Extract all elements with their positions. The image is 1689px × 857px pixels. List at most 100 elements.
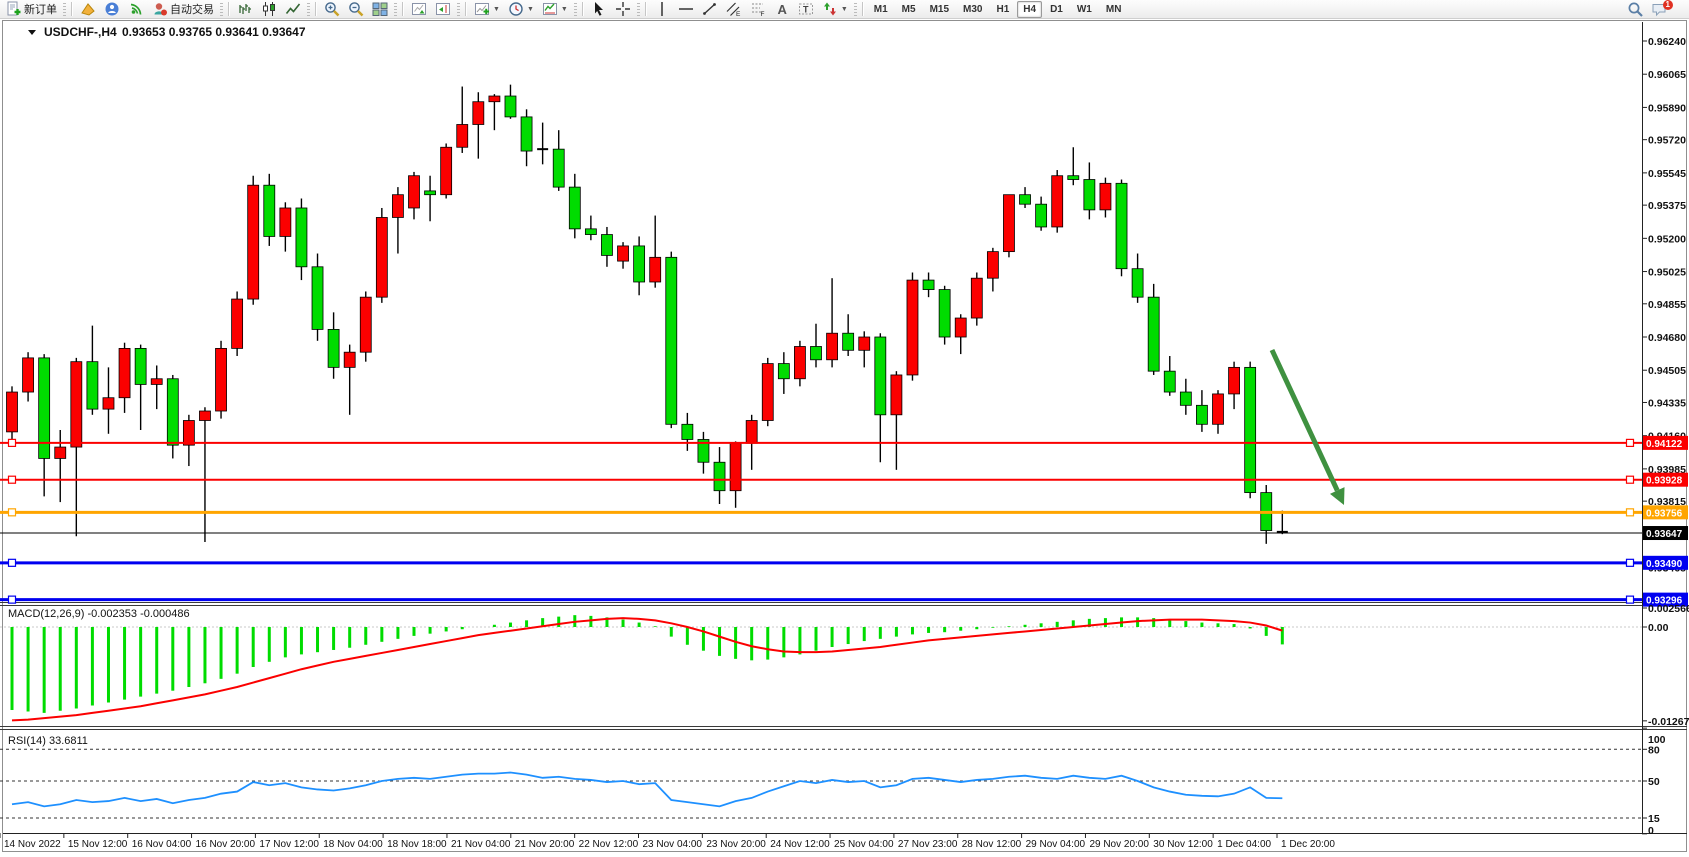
price-axis-label[interactable]: 0.95890	[1648, 102, 1686, 114]
candle-body	[617, 245, 629, 262]
macd-axis-label[interactable]: -0.01267	[1648, 716, 1689, 728]
candle-body	[102, 397, 115, 410]
time-axis-label[interactable]: 27 Nov 23:00	[898, 839, 958, 850]
horizontal-line-button[interactable]	[675, 0, 697, 19]
line-chart-button[interactable]	[282, 0, 304, 19]
price-axis-label[interactable]: 0.93815	[1648, 496, 1686, 508]
price-axis-label[interactable]: 0.96240	[1648, 36, 1686, 48]
crosshair-button[interactable]	[612, 0, 634, 19]
time-axis-label[interactable]: 1 Dec 20:00	[1281, 839, 1335, 850]
timeframe-button-mn[interactable]: MN	[1105, 3, 1122, 15]
chart-shift-button[interactable]	[432, 0, 454, 19]
price-axis-label[interactable]: 0.95375	[1648, 200, 1686, 212]
candle-body	[456, 124, 469, 148]
indicators-button[interactable]: ▼	[471, 0, 503, 19]
price-axis-label[interactable]: 0.94335	[1648, 397, 1686, 409]
cursor-button[interactable]	[588, 0, 610, 19]
autotrading-button[interactable]: 自动交易	[149, 0, 217, 19]
trend-arrow-object[interactable]	[1269, 348, 1340, 492]
chart-menu-arrow-icon[interactable]	[28, 30, 36, 35]
text-label-button[interactable]: T	[795, 0, 817, 19]
time-axis-label[interactable]: 29 Nov 04:00	[1026, 839, 1086, 850]
horizontal-line-icon	[678, 8, 693, 10]
trendline-button[interactable]	[699, 0, 721, 19]
timeframe-button-m5[interactable]: M5	[901, 3, 916, 15]
macd-axis-label[interactable]: 0.00	[1648, 622, 1669, 634]
time-axis-label[interactable]: 25 Nov 04:00	[834, 839, 894, 850]
time-axis-label[interactable]: 16 Nov 20:00	[196, 839, 256, 850]
zoom-out-button[interactable]	[345, 0, 367, 19]
line-handle[interactable]	[1625, 595, 1635, 604]
rsi-axis-label[interactable]: 80	[1648, 744, 1660, 756]
search-button[interactable]	[1624, 0, 1646, 19]
timeframe-button-w1[interactable]: W1	[1076, 3, 1092, 15]
line-handle[interactable]	[7, 558, 17, 567]
new-order-button[interactable]: 新订单	[3, 0, 60, 19]
candlestick-chart-button[interactable]	[258, 0, 280, 19]
time-axis-label[interactable]: 23 Nov 04:00	[643, 839, 703, 850]
community-button[interactable]	[101, 0, 123, 19]
rsi-axis-label[interactable]: 0	[1648, 825, 1654, 837]
zoom-in-button[interactable]	[321, 0, 343, 19]
price-axis-label[interactable]: 0.94855	[1648, 299, 1686, 311]
chart-window-background[interactable]	[0, 19, 1689, 857]
time-axis-label[interactable]: 21 Nov 20:00	[515, 839, 575, 850]
price-axis-label[interactable]: 0.95545	[1648, 168, 1686, 180]
rsi-axis-label[interactable]: 100	[1648, 734, 1666, 746]
line-handle[interactable]	[7, 438, 17, 447]
macd-axis-label[interactable]: 0.002566	[1648, 603, 1689, 615]
price-axis-label[interactable]: 0.95200	[1648, 233, 1686, 245]
price-axis-label[interactable]: 0.95720	[1648, 135, 1686, 147]
time-axis-label[interactable]: 23 Nov 20:00	[706, 839, 766, 850]
time-axis-label[interactable]: 22 Nov 12:00	[579, 839, 639, 850]
time-axis-label[interactable]: 30 Nov 12:00	[1153, 839, 1213, 850]
line-handle[interactable]	[1625, 558, 1635, 567]
timeframe-button-m15[interactable]: M15	[929, 3, 950, 15]
time-axis-label[interactable]: 18 Nov 18:00	[387, 839, 447, 850]
arrows-button[interactable]: ▼	[819, 0, 851, 19]
candle-body	[134, 347, 147, 385]
time-axis-label[interactable]: 17 Nov 12:00	[259, 839, 319, 850]
periods-button[interactable]: ▼	[505, 0, 537, 19]
auto-scroll-button[interactable]	[408, 0, 430, 19]
trend-arrow-head[interactable]	[1330, 487, 1345, 505]
fibonacci-button[interactable]: F	[747, 0, 769, 19]
candle-body	[1019, 194, 1031, 205]
timeframe-button-h1[interactable]: H1	[996, 3, 1010, 15]
vertical-line-button[interactable]	[651, 0, 673, 19]
line-handle[interactable]	[7, 508, 17, 517]
line-handle[interactable]	[1625, 438, 1635, 447]
chart-profile-button[interactable]	[77, 0, 99, 19]
time-axis-label[interactable]: 21 Nov 04:00	[451, 839, 511, 850]
tile-windows-button[interactable]	[369, 0, 391, 19]
rsi-axis-label[interactable]: 15	[1648, 813, 1660, 825]
line-handle[interactable]	[7, 595, 17, 604]
line-handle[interactable]	[1625, 508, 1635, 517]
time-axis-label[interactable]: 16 Nov 04:00	[132, 839, 192, 850]
text-button[interactable]: A	[771, 0, 793, 19]
time-axis-label[interactable]: 18 Nov 04:00	[323, 839, 383, 850]
bar-chart-button[interactable]	[234, 0, 256, 19]
timeframe-button-m30[interactable]: M30	[963, 3, 983, 15]
price-axis-label[interactable]: 0.95025	[1648, 267, 1686, 279]
time-axis-label[interactable]: 29 Nov 20:00	[1089, 839, 1149, 850]
time-axis-label[interactable]: 28 Nov 12:00	[962, 839, 1022, 850]
time-axis-label[interactable]: 14 Nov 2022	[4, 839, 61, 850]
equidistant-channel-button[interactable]: E	[723, 0, 745, 19]
price-axis-label[interactable]: 0.94680	[1648, 332, 1686, 344]
time-axis-label[interactable]: 24 Nov 12:00	[770, 839, 830, 850]
signals-button[interactable]	[125, 0, 147, 19]
line-handle[interactable]	[1625, 475, 1635, 484]
timeframe-button-h4[interactable]: H4	[1017, 0, 1043, 18]
price-axis-label[interactable]: 0.94505	[1648, 365, 1686, 377]
chat-button[interactable]: 1	[1648, 0, 1682, 19]
line-handle[interactable]	[7, 475, 17, 484]
timeframe-button-m1[interactable]: M1	[873, 3, 888, 15]
time-axis-label[interactable]: 15 Nov 12:00	[68, 839, 128, 850]
rsi-axis-label[interactable]: 50	[1648, 776, 1660, 788]
templates-button[interactable]: ▼	[539, 0, 571, 19]
timeframe-button-d1[interactable]: D1	[1050, 3, 1063, 15]
price-axis-label[interactable]: 0.96065	[1648, 69, 1686, 81]
time-axis-label[interactable]: 1 Dec 04:00	[1217, 839, 1271, 850]
